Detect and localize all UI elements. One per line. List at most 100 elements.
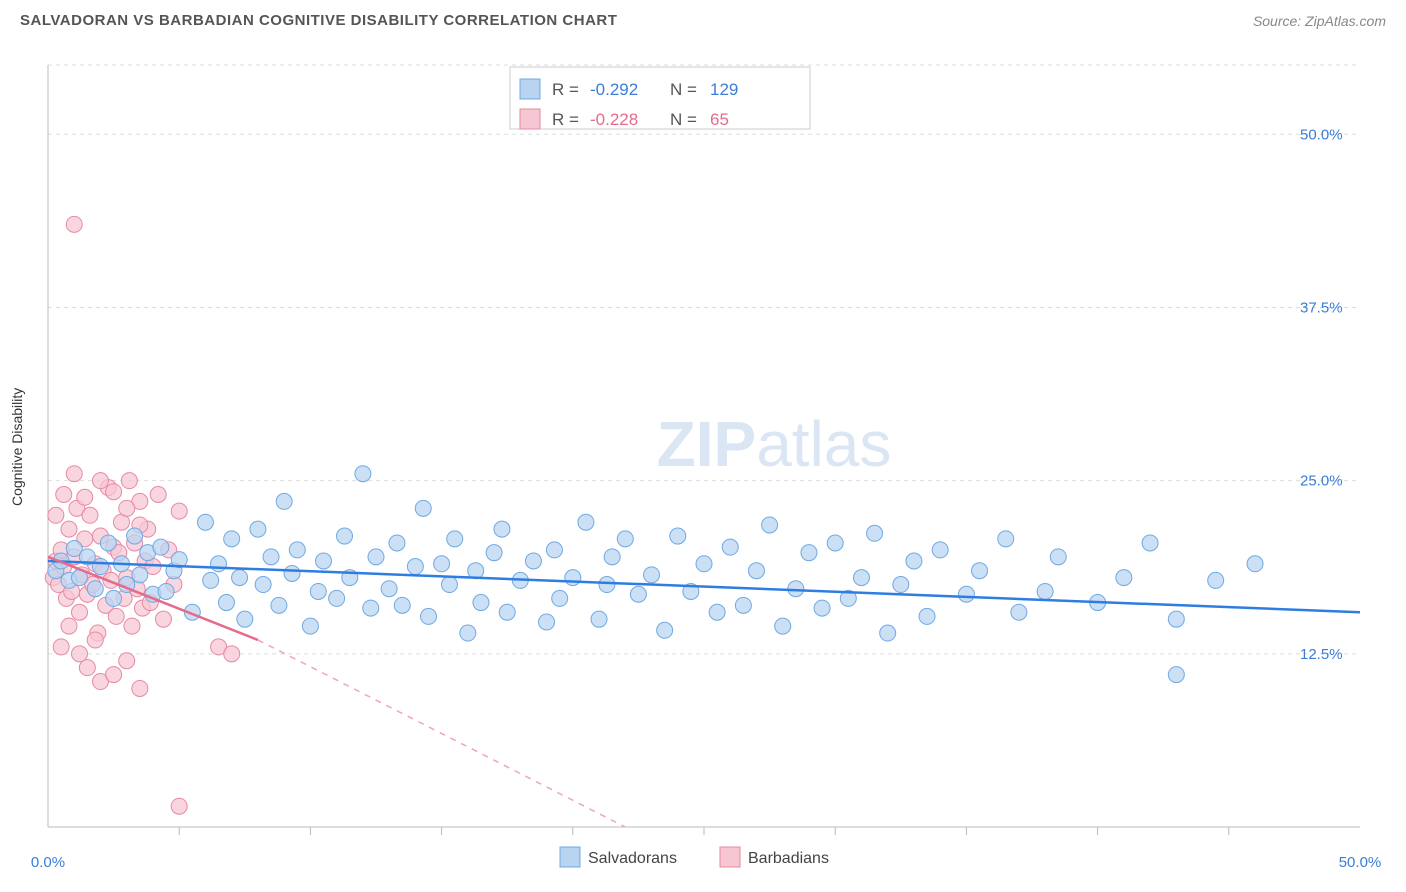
data-point (337, 528, 353, 544)
data-point (158, 583, 174, 599)
stats-n-label: N = (670, 80, 697, 99)
stats-r-label: R = (552, 80, 579, 99)
data-point (92, 559, 108, 575)
data-point (1116, 570, 1132, 586)
legend-label: Salvadorans (588, 850, 677, 867)
data-point (546, 542, 562, 558)
data-point (494, 521, 510, 537)
data-point (1168, 611, 1184, 627)
data-point (197, 514, 213, 530)
data-point (119, 653, 135, 669)
data-point (100, 535, 116, 551)
stats-swatch (520, 109, 540, 129)
data-point (82, 507, 98, 523)
data-point (224, 646, 240, 662)
data-point (61, 521, 77, 537)
data-point (893, 577, 909, 593)
data-point (906, 553, 922, 569)
y-tick-label: 25.0% (1300, 473, 1343, 490)
data-point (1168, 667, 1184, 683)
data-point (368, 549, 384, 565)
data-point (389, 535, 405, 551)
data-point (53, 639, 69, 655)
data-point (218, 595, 234, 611)
data-point (56, 486, 72, 502)
data-point (124, 618, 140, 634)
data-point (473, 595, 489, 611)
data-point (132, 680, 148, 696)
data-point (203, 572, 219, 588)
data-point (644, 567, 660, 583)
data-point (381, 581, 397, 597)
data-point (211, 556, 227, 572)
data-point (87, 581, 103, 597)
data-point (1011, 604, 1027, 620)
watermark: ZIPatlas (657, 408, 892, 480)
data-point (617, 531, 633, 547)
data-point (394, 597, 410, 613)
data-point (696, 556, 712, 572)
data-point (827, 535, 843, 551)
data-point (66, 466, 82, 482)
data-point (486, 545, 502, 561)
data-point (255, 577, 271, 593)
data-point (232, 570, 248, 586)
data-point (155, 611, 171, 627)
data-point (71, 604, 87, 620)
data-point (578, 514, 594, 530)
data-point (1050, 549, 1066, 565)
source-label: Source: ZipAtlas.com (1253, 13, 1386, 29)
data-point (271, 597, 287, 613)
data-point (604, 549, 620, 565)
data-point (237, 611, 253, 627)
stats-n-value: 65 (710, 110, 729, 129)
data-point (153, 539, 169, 555)
data-point (355, 466, 371, 482)
data-point (363, 600, 379, 616)
data-point (329, 590, 345, 606)
y-axis-title: Cognitive Disability (9, 388, 25, 506)
data-point (814, 600, 830, 616)
data-point (801, 545, 817, 561)
data-point (263, 549, 279, 565)
data-point (599, 577, 615, 593)
data-point (171, 503, 187, 519)
chart-title: SALVADORAN VS BARBADIAN COGNITIVE DISABI… (20, 12, 617, 29)
data-point (460, 625, 476, 641)
data-point (775, 618, 791, 634)
data-point (853, 570, 869, 586)
stats-r-value: -0.228 (590, 110, 638, 129)
data-point (748, 563, 764, 579)
data-point (762, 517, 778, 533)
data-point (420, 608, 436, 624)
stats-r-label: R = (552, 110, 579, 129)
data-point (630, 586, 646, 602)
data-point (87, 632, 103, 648)
data-point (316, 553, 332, 569)
data-point (880, 625, 896, 641)
data-point (119, 500, 135, 516)
data-point (657, 622, 673, 638)
data-point (1142, 535, 1158, 551)
stats-n-value: 129 (710, 80, 738, 99)
x-min-label: 0.0% (31, 854, 65, 871)
data-point (171, 798, 187, 814)
data-point (565, 570, 581, 586)
data-point (1037, 583, 1053, 599)
data-point (972, 563, 988, 579)
stats-n-label: N = (670, 110, 697, 129)
data-point (415, 500, 431, 516)
data-point (434, 556, 450, 572)
data-point (66, 216, 82, 232)
data-point (867, 525, 883, 541)
y-tick-label: 37.5% (1300, 299, 1343, 316)
data-point (670, 528, 686, 544)
data-point (289, 542, 305, 558)
data-point (539, 614, 555, 630)
legend-label: Barbadians (748, 850, 829, 867)
data-point (121, 473, 137, 489)
x-max-label: 50.0% (1339, 854, 1382, 871)
data-point (735, 597, 751, 613)
data-point (106, 667, 122, 683)
data-point (722, 539, 738, 555)
